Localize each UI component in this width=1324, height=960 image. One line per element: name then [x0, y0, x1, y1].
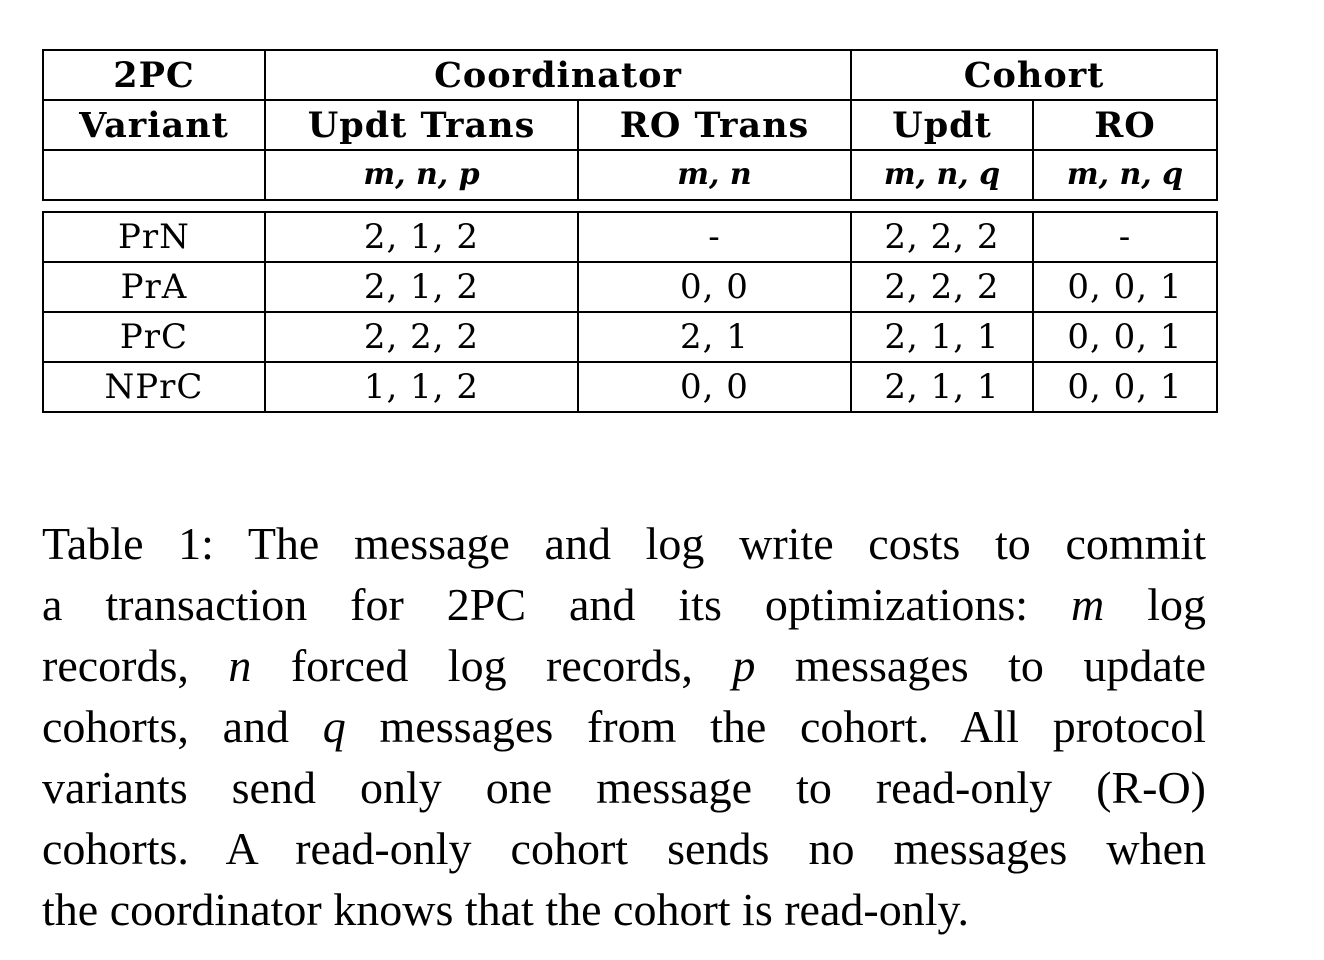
cell-ro: -: [1032, 211, 1218, 263]
table-body: PrN 2, 1, 2 - 2, 2, 2 - PrA 2, 1, 2 0, 0…: [42, 211, 1218, 413]
cell-ro-trans: 0, 0: [577, 361, 852, 413]
cell-updt: 2, 2, 2: [850, 261, 1034, 313]
header-updt-trans: Updt Trans: [264, 99, 579, 151]
caption-line: the coordinator knows that the cohort is…: [42, 884, 969, 935]
header-updt: Updt: [850, 99, 1034, 151]
table-caption: Table 1: The message and log write costs…: [42, 513, 1206, 940]
cell-ro: 0, 0, 1: [1032, 261, 1218, 313]
header-2pc: 2PC: [42, 49, 266, 101]
var-p: p: [732, 640, 756, 691]
cell-variant: PrC: [42, 311, 266, 363]
cell-ro: 0, 0, 1: [1032, 361, 1218, 413]
cell-ro-trans: -: [577, 211, 852, 263]
header-coordinator: Coordinator: [264, 49, 852, 101]
header-row-top: 2PC Coordinator Cohort: [42, 49, 1219, 101]
caption-line: cohorts. A read-only cohort sends no mes…: [42, 823, 1206, 874]
caption-line: records, n forced log records, p message…: [42, 640, 1206, 691]
var-n: n: [228, 640, 252, 691]
header-vars-ro-trans: m, n: [577, 149, 852, 201]
cell-variant: PrA: [42, 261, 266, 313]
header-row-sub: Variant Updt Trans RO Trans Updt RO: [42, 99, 1219, 151]
cell-updt-trans: 2, 2, 2: [264, 311, 579, 363]
cell-variant: PrN: [42, 211, 266, 263]
var-q: q: [322, 701, 346, 752]
header-variant: Variant: [42, 99, 266, 151]
cell-ro-trans: 2, 1: [577, 311, 852, 363]
var-m: m: [1071, 579, 1105, 630]
header-vars-blank: [42, 149, 266, 201]
caption-line: Table 1: The message and log write costs…: [42, 518, 1206, 569]
caption-line: variants send only one message to read-o…: [42, 762, 1206, 813]
header-vars-updt: m, n, q: [850, 149, 1034, 201]
table-header: 2PC Coordinator Cohort Variant Updt Tran…: [42, 49, 1219, 201]
cell-updt: 2, 1, 1: [850, 311, 1034, 363]
header-vars-ro: m, n, q: [1031, 149, 1219, 201]
cell-ro-trans: 0, 0: [577, 261, 852, 313]
header-cohort: Cohort: [849, 49, 1219, 101]
cell-updt: 2, 1, 1: [850, 361, 1034, 413]
cell-updt-trans: 2, 1, 2: [264, 211, 579, 263]
table-row: PrC 2, 2, 2 2, 1 2, 1, 1 0, 0, 1: [42, 311, 1218, 363]
header-vars-updt-trans: m, n, p: [264, 149, 579, 201]
cell-updt: 2, 2, 2: [850, 211, 1034, 263]
caption-line: a transaction for 2PC and its optimizati…: [42, 579, 1207, 630]
caption-line: cohorts, and q messages from the cohort.…: [42, 701, 1206, 752]
header-ro: RO: [1031, 99, 1219, 151]
cell-updt-trans: 2, 1, 2: [264, 261, 579, 313]
header-row-vars: m, n, p m, n m, n, q m, n, q: [42, 149, 1219, 201]
header-ro-trans: RO Trans: [577, 99, 852, 151]
cell-updt-trans: 1, 1, 2: [264, 361, 579, 413]
table-row: PrA 2, 1, 2 0, 0 2, 2, 2 0, 0, 1: [42, 261, 1218, 313]
cell-variant: NPrC: [42, 361, 266, 413]
cell-ro: 0, 0, 1: [1032, 311, 1218, 363]
table-row: PrN 2, 1, 2 - 2, 2, 2 -: [42, 211, 1218, 263]
table-row: NPrC 1, 1, 2 0, 0 2, 1, 1 0, 0, 1: [42, 361, 1218, 413]
